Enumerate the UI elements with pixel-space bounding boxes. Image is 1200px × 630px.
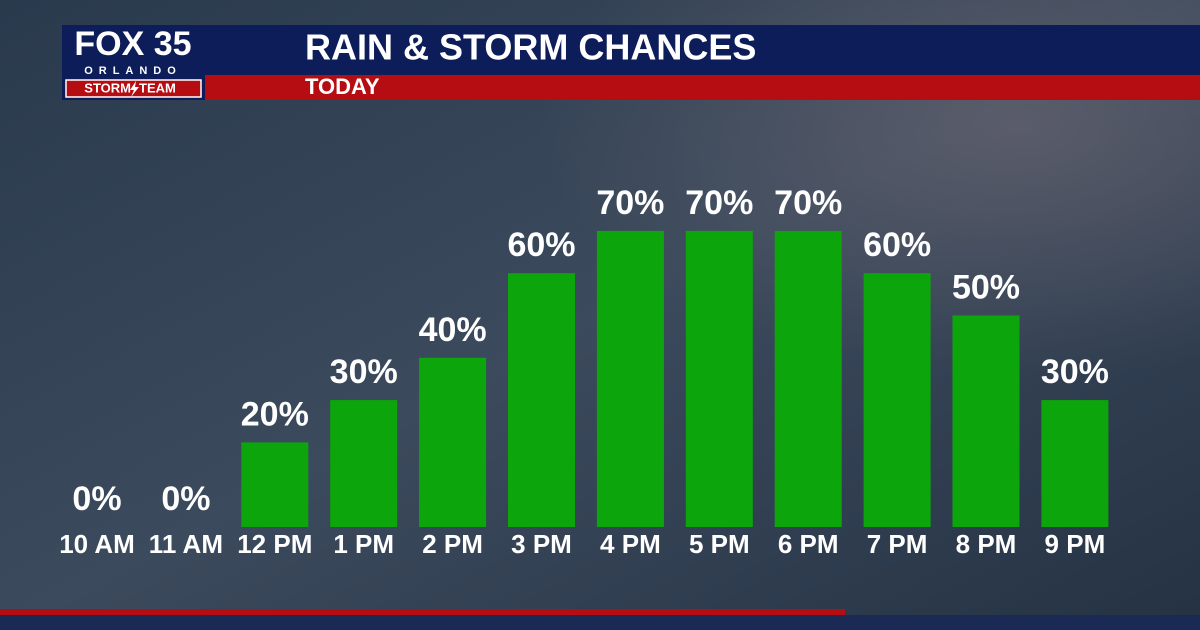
x-tick-label: 12 PM xyxy=(237,529,312,559)
bar xyxy=(419,357,487,527)
subtitle-band xyxy=(205,75,1200,100)
bar xyxy=(508,273,575,527)
x-tick-label: 11 AM xyxy=(149,529,223,559)
x-tick-label: 4 PM xyxy=(600,529,661,559)
footer-band xyxy=(0,615,1200,630)
logo-bolt xyxy=(130,81,139,97)
value-label: 70% xyxy=(596,184,664,222)
value-label: 60% xyxy=(507,226,575,264)
value-label: 30% xyxy=(330,353,398,391)
value-label: 50% xyxy=(952,268,1020,306)
value-label: 30% xyxy=(1041,353,1109,391)
x-tick-label: 9 PM xyxy=(1045,529,1106,559)
x-tick-label: 6 PM xyxy=(778,529,839,559)
logo-city: ORLANDO xyxy=(84,65,182,77)
bar xyxy=(863,273,931,527)
chart-title: RAIN & STORM CHANCES xyxy=(305,27,756,68)
bar xyxy=(596,230,664,527)
value-label: 20% xyxy=(241,395,309,433)
x-tick-label: 1 PM xyxy=(333,529,394,559)
value-label: 60% xyxy=(863,226,931,264)
x-tick-label: 3 PM xyxy=(511,529,572,559)
bar xyxy=(685,230,753,527)
value-label: 70% xyxy=(685,184,753,222)
bar xyxy=(774,230,842,527)
x-tick-label: 2 PM xyxy=(422,529,483,559)
plot: 0% 10 AM 0% 11 AM 20% 12 PM 30% 1 PM 40% 2 PM 60% 3… xyxy=(59,184,1109,559)
title-band xyxy=(205,25,1200,75)
bar xyxy=(241,442,309,527)
bar xyxy=(330,400,398,527)
logo-team-right: TEAM xyxy=(139,80,176,95)
bar xyxy=(952,315,1020,527)
bar xyxy=(1041,400,1109,527)
logo-brand: FOX 35 xyxy=(74,25,191,63)
value-label: 0% xyxy=(72,480,121,518)
logo-team-left: STORM xyxy=(84,80,131,95)
value-label: 70% xyxy=(774,184,842,222)
x-tick-label: 8 PM xyxy=(956,529,1017,559)
value-label: 40% xyxy=(419,311,487,349)
x-tick-label: 5 PM xyxy=(689,529,750,559)
chart-subtitle: TODAY xyxy=(305,74,380,99)
x-tick-label: 7 PM xyxy=(867,529,928,559)
footer-line xyxy=(0,609,845,615)
x-tick-label: 10 AM xyxy=(59,529,135,559)
value-label: 0% xyxy=(161,480,210,518)
